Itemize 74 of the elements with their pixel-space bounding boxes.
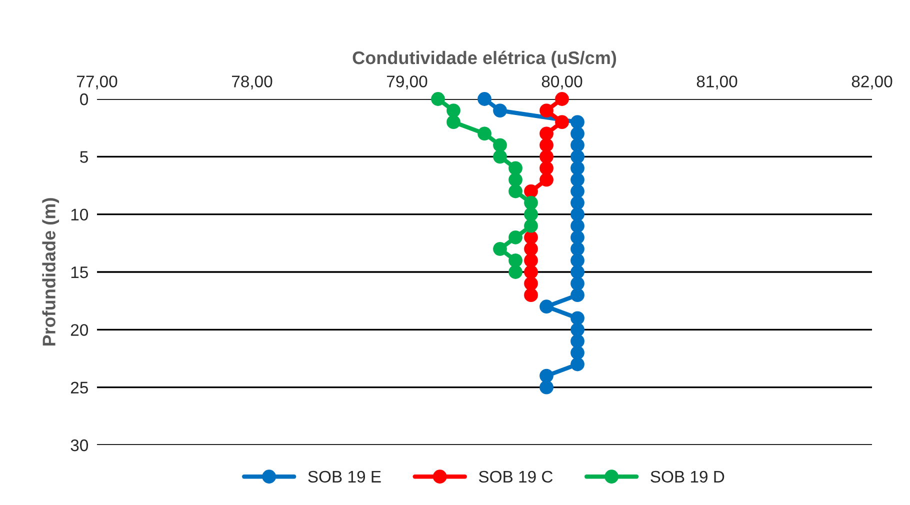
- legend-label: SOB 19 C: [478, 470, 553, 483]
- point: [570, 334, 584, 348]
- point: [446, 104, 460, 118]
- point: [508, 230, 522, 244]
- point: [555, 92, 569, 106]
- point: [540, 380, 554, 394]
- point: [570, 265, 584, 279]
- point: [446, 115, 460, 130]
- point: [508, 172, 522, 187]
- point: [508, 161, 522, 176]
- y-tick-label: 5: [80, 151, 88, 163]
- y-axis-title: Profundidade (m): [42, 198, 60, 346]
- point: [570, 276, 584, 290]
- point: [431, 92, 445, 106]
- point: [540, 150, 554, 164]
- point: [524, 254, 538, 268]
- point: [570, 115, 584, 130]
- y-tick-label: 25: [70, 382, 88, 394]
- point: [570, 346, 584, 360]
- point: [570, 230, 584, 244]
- legend-label: SOB 19 D: [650, 470, 724, 483]
- point: [570, 126, 584, 141]
- point: [524, 207, 538, 222]
- point: [524, 184, 538, 198]
- point: [570, 150, 584, 164]
- y-tick-label: 15: [71, 266, 88, 278]
- point: [570, 207, 584, 222]
- x-tick-label: 79,00: [387, 76, 428, 90]
- x-axis-title: Condutividade elétrica (uS/cm): [352, 50, 616, 68]
- point: [570, 172, 584, 187]
- point: [540, 138, 554, 152]
- point: [555, 115, 569, 130]
- point: [570, 357, 584, 372]
- point: [570, 322, 584, 337]
- point: [508, 254, 522, 268]
- point: [570, 138, 584, 152]
- point: [540, 368, 554, 383]
- y-tick-label: 30: [70, 439, 88, 452]
- point: [524, 288, 538, 302]
- point: [570, 218, 584, 233]
- x-tick-label: 81,00: [696, 76, 738, 90]
- point: [493, 242, 507, 256]
- point: [524, 196, 538, 210]
- point: [524, 242, 538, 256]
- point: [540, 161, 554, 176]
- legend-label: SOB 19 E: [308, 470, 381, 483]
- point: [524, 218, 538, 233]
- point: [478, 92, 492, 106]
- point: [508, 184, 522, 198]
- point: [524, 276, 538, 290]
- x-tick-label: 82,00: [852, 76, 892, 90]
- point: [570, 184, 584, 198]
- x-tick-label: 77,00: [77, 76, 118, 90]
- point: [570, 311, 584, 326]
- point: [493, 104, 507, 118]
- x-tick-label: 78,00: [232, 76, 272, 90]
- point: [570, 288, 584, 302]
- point: [493, 138, 507, 152]
- point: [570, 254, 584, 268]
- y-tick-label: 0: [80, 93, 88, 106]
- point: [570, 242, 584, 256]
- y-tick-label: 20: [70, 324, 88, 336]
- point: [493, 150, 507, 164]
- point: [540, 300, 554, 314]
- point: [524, 265, 538, 279]
- point: [570, 196, 584, 210]
- point: [508, 265, 522, 279]
- point: [540, 172, 554, 187]
- x-tick-label: 80,00: [542, 76, 582, 90]
- point: [540, 126, 554, 141]
- point: [570, 161, 584, 176]
- point: [540, 104, 554, 118]
- point: [478, 126, 492, 141]
- y-tick-label: 10: [71, 208, 88, 221]
